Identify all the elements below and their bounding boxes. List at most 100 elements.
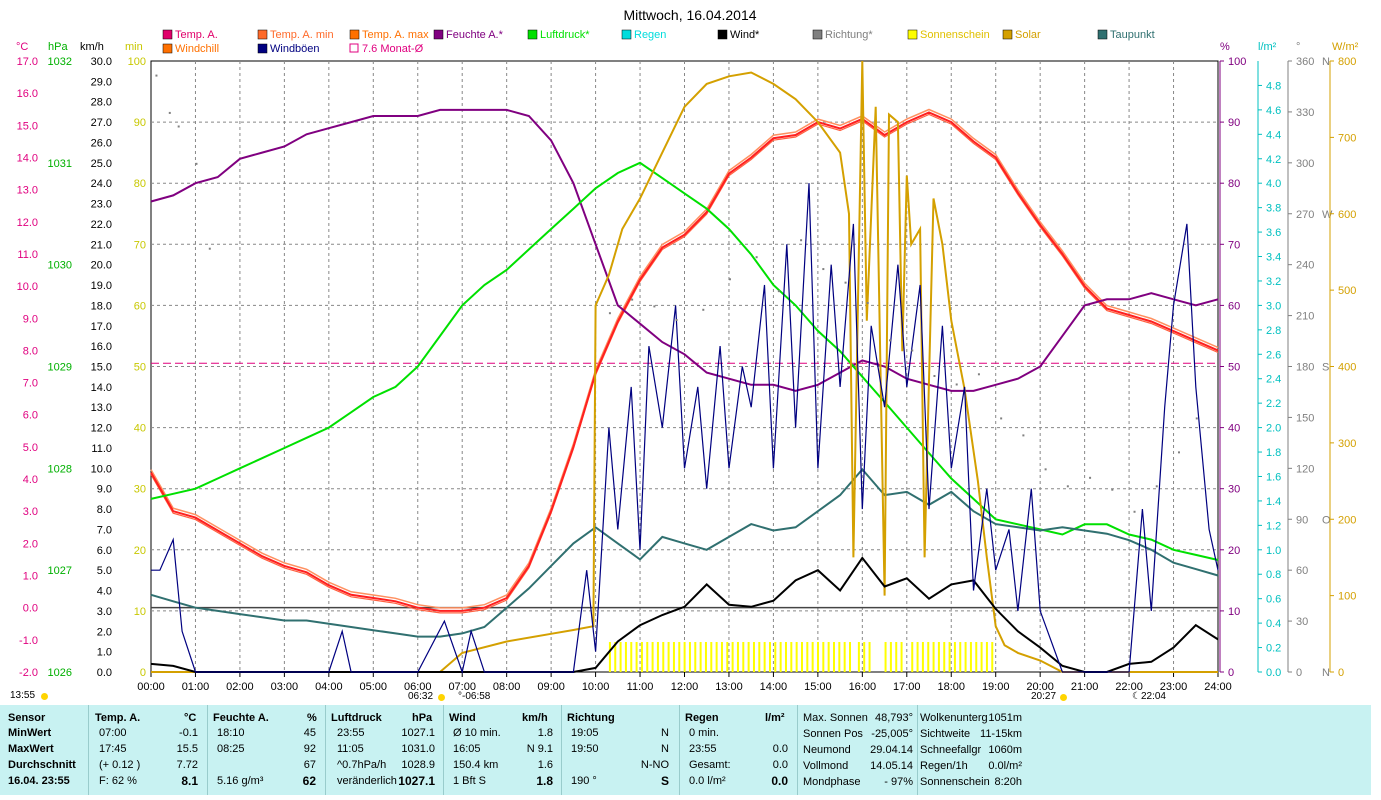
stat-cell-r_val: 0.0 bbox=[772, 759, 788, 771]
axis-tick-label: 2.2 bbox=[1266, 398, 1281, 410]
series-windb-en bbox=[151, 183, 1219, 675]
axis-tick-label: 0.0 bbox=[97, 667, 112, 679]
axis-tick-label: 80 bbox=[134, 178, 146, 190]
stat-cell-w_label: 1 Bft S bbox=[453, 775, 487, 787]
legend-swatch bbox=[433, 29, 444, 40]
axis-tick-label: 3.6 bbox=[1266, 227, 1281, 239]
header-hum-unit: % bbox=[307, 712, 317, 724]
axis-tick-label: 18.0 bbox=[91, 300, 112, 312]
axis-tick-label: 28.0 bbox=[91, 97, 112, 109]
series bbox=[150, 60, 1219, 675]
sunshine-bar bbox=[715, 642, 718, 672]
time-label: 00:00 bbox=[137, 681, 165, 693]
time-label: 09:00 bbox=[537, 681, 565, 693]
time-label: 05:00 bbox=[360, 681, 388, 693]
axis-tick-label: 1027 bbox=[48, 565, 72, 577]
stat-cell-label: MaxWert bbox=[8, 743, 54, 755]
stat-cell-label: Durchschnitt bbox=[8, 759, 76, 771]
axis-tick-label: 700 bbox=[1338, 132, 1356, 144]
axis-tick-label: 300 bbox=[1296, 158, 1314, 170]
stat-cell-p_val: 1027.1 bbox=[401, 727, 435, 739]
axis-tick-label: 0 bbox=[1228, 667, 1234, 679]
legend-label: Regen bbox=[634, 29, 666, 41]
direction-point bbox=[955, 383, 958, 386]
time-label: 12:00 bbox=[671, 681, 699, 693]
sunshine-bar bbox=[768, 642, 771, 672]
stat-cell-d_val: N bbox=[661, 727, 669, 739]
sunshine-bar bbox=[790, 642, 793, 672]
sunshine-bar bbox=[667, 642, 670, 672]
sunshine-bar bbox=[921, 642, 924, 672]
sunshine-bar bbox=[900, 642, 903, 672]
stat-cell-w_label: Ø 10 min. bbox=[453, 727, 501, 739]
sunshine-bar bbox=[656, 642, 659, 672]
sunshine-bar bbox=[884, 642, 887, 672]
sunrise-time: 06:32 bbox=[408, 691, 434, 702]
axis-tick-label: 400 bbox=[1338, 362, 1356, 374]
press-axis-unit: hPa bbox=[48, 41, 68, 53]
axis-tick-label: 0.2 bbox=[1266, 643, 1281, 655]
axis-tick-label: 1.8 bbox=[1266, 447, 1281, 459]
sunshine-bar bbox=[863, 642, 866, 672]
sunshine-bar bbox=[758, 642, 761, 672]
stat-cell-p_time: veränderlich bbox=[337, 775, 397, 787]
axis-tick-label: 2.0 bbox=[1266, 423, 1281, 435]
time-label: 07:00 bbox=[448, 681, 476, 693]
axis-tick-label: 27.0 bbox=[91, 117, 112, 129]
sunshine-bar bbox=[752, 642, 755, 672]
time-label: 08:00 bbox=[493, 681, 521, 693]
axis-tick-label: 4.6 bbox=[1266, 105, 1281, 117]
sunshine-bar bbox=[964, 642, 967, 672]
sunshine-bar bbox=[624, 642, 627, 672]
legend-label: Richtung* bbox=[825, 29, 873, 41]
axis-tick-label: 4.8 bbox=[1266, 80, 1281, 92]
sunshine-bar bbox=[651, 642, 654, 672]
sunshine-bar bbox=[800, 642, 803, 672]
astro-cell: Regen/1h bbox=[920, 760, 968, 772]
direction-point bbox=[1000, 417, 1003, 420]
axis-tick-label: 30 bbox=[1296, 616, 1308, 628]
axis-tick-label: 2.0 bbox=[23, 538, 38, 550]
time-label: 01:00 bbox=[182, 681, 210, 693]
direction-point bbox=[1044, 468, 1047, 471]
direction-point bbox=[1155, 485, 1158, 488]
axis-tick-label: 6.0 bbox=[97, 545, 112, 557]
direction-point bbox=[1066, 485, 1069, 488]
direction-point bbox=[653, 305, 656, 308]
axis-tick-label: 60 bbox=[134, 300, 146, 312]
rain-axis-unit: l/m² bbox=[1258, 41, 1277, 53]
stat-cell-t_val: 15.5 bbox=[176, 743, 198, 755]
sunshine-bar bbox=[991, 642, 994, 672]
axis-tick-label: 9.0 bbox=[23, 313, 38, 325]
axis-tick-label: 30 bbox=[134, 484, 146, 496]
sunshine-bar bbox=[784, 642, 787, 672]
axis-tick-label: 2.0 bbox=[97, 626, 112, 638]
corner-time: 13:55 bbox=[10, 690, 36, 701]
sunshine-bar bbox=[731, 642, 734, 672]
series-taupunkt bbox=[150, 467, 1219, 638]
axis-tick-label: 330 bbox=[1296, 107, 1314, 119]
stat-cell-t_val: 8.1 bbox=[181, 774, 198, 788]
sunshine-bar bbox=[889, 642, 892, 672]
axis-tick-label: 240 bbox=[1296, 260, 1314, 272]
stat-cell-w_label: 16:05 bbox=[453, 743, 481, 755]
sunshine-bar bbox=[747, 642, 750, 672]
stat-cell-r_val: 0.0 bbox=[772, 743, 788, 755]
sunshine-bar bbox=[937, 642, 940, 672]
direction-point bbox=[1089, 476, 1092, 479]
time-label: 10:00 bbox=[582, 681, 610, 693]
legend-label: Temp. A. max bbox=[362, 29, 429, 41]
direction-point bbox=[608, 312, 611, 315]
sunshine-bar bbox=[688, 642, 691, 672]
direction-point bbox=[911, 349, 914, 352]
axis-tick-label: 200 bbox=[1338, 514, 1356, 526]
astro-cell: Max. Sonnen bbox=[803, 712, 868, 724]
sunset-time: 20:27 bbox=[1031, 691, 1057, 702]
stat-cell-d_time: 19:50 bbox=[571, 743, 599, 755]
stat-cell-label: 16.04. 23:55 bbox=[8, 775, 70, 787]
axis-tick-label: 1.6 bbox=[1266, 471, 1281, 483]
axis-tick-label: 30 bbox=[1228, 484, 1240, 496]
axis-tick-label: 50 bbox=[134, 362, 146, 374]
sunshine-bar bbox=[694, 642, 697, 672]
axis-tick-label: 29.0 bbox=[91, 76, 112, 88]
